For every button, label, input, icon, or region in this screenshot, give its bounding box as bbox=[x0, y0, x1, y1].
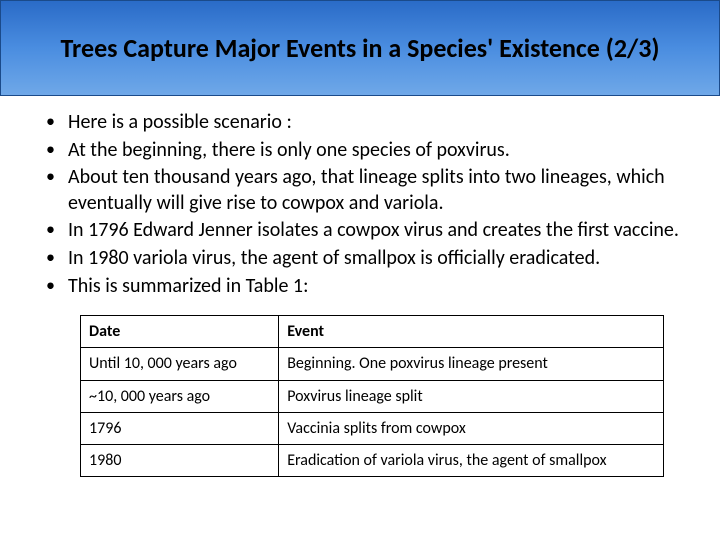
bullet-item: Here is a possible scenario : bbox=[42, 110, 690, 136]
table-row: 1980 Eradication of variola virus, the a… bbox=[81, 444, 664, 476]
table-row: ~10, 000 years ago Poxvirus lineage spli… bbox=[81, 380, 664, 412]
content-area: Here is a possible scenario : At the beg… bbox=[0, 96, 720, 299]
cell-event: Eradication of variola virus, the agent … bbox=[279, 444, 664, 476]
cell-date: Until 10, 000 years ago bbox=[81, 348, 279, 380]
col-header-event: Event bbox=[279, 316, 664, 348]
bullet-list: Here is a possible scenario : At the beg… bbox=[30, 110, 690, 299]
cell-date: 1980 bbox=[81, 444, 279, 476]
events-table: Date Event Until 10, 000 years ago Begin… bbox=[80, 315, 664, 477]
bullet-item: In 1980 variola virus, the agent of smal… bbox=[42, 246, 690, 272]
table-row: Until 10, 000 years ago Beginning. One p… bbox=[81, 348, 664, 380]
bullet-item: About ten thousand years ago, that linea… bbox=[42, 165, 690, 216]
bullet-item: In 1796 Edward Jenner isolates a cowpox … bbox=[42, 218, 690, 244]
bullet-item: At the beginning, there is only one spec… bbox=[42, 138, 690, 164]
cell-date: ~10, 000 years ago bbox=[81, 380, 279, 412]
title-bar: Trees Capture Major Events in a Species'… bbox=[0, 0, 720, 96]
slide: Trees Capture Major Events in a Species'… bbox=[0, 0, 720, 540]
slide-title: Trees Capture Major Events in a Species'… bbox=[60, 32, 659, 65]
cell-event: Beginning. One poxvirus lineage present bbox=[279, 348, 664, 380]
table-container: Date Event Until 10, 000 years ago Begin… bbox=[0, 301, 720, 477]
cell-event: Poxvirus lineage split bbox=[279, 380, 664, 412]
cell-date: 1796 bbox=[81, 412, 279, 444]
table-header-row: Date Event bbox=[81, 316, 664, 348]
table-row: 1796 Vaccinia splits from cowpox bbox=[81, 412, 664, 444]
bullet-item: This is summarized in Table 1: bbox=[42, 274, 690, 300]
cell-event: Vaccinia splits from cowpox bbox=[279, 412, 664, 444]
col-header-date: Date bbox=[81, 316, 279, 348]
